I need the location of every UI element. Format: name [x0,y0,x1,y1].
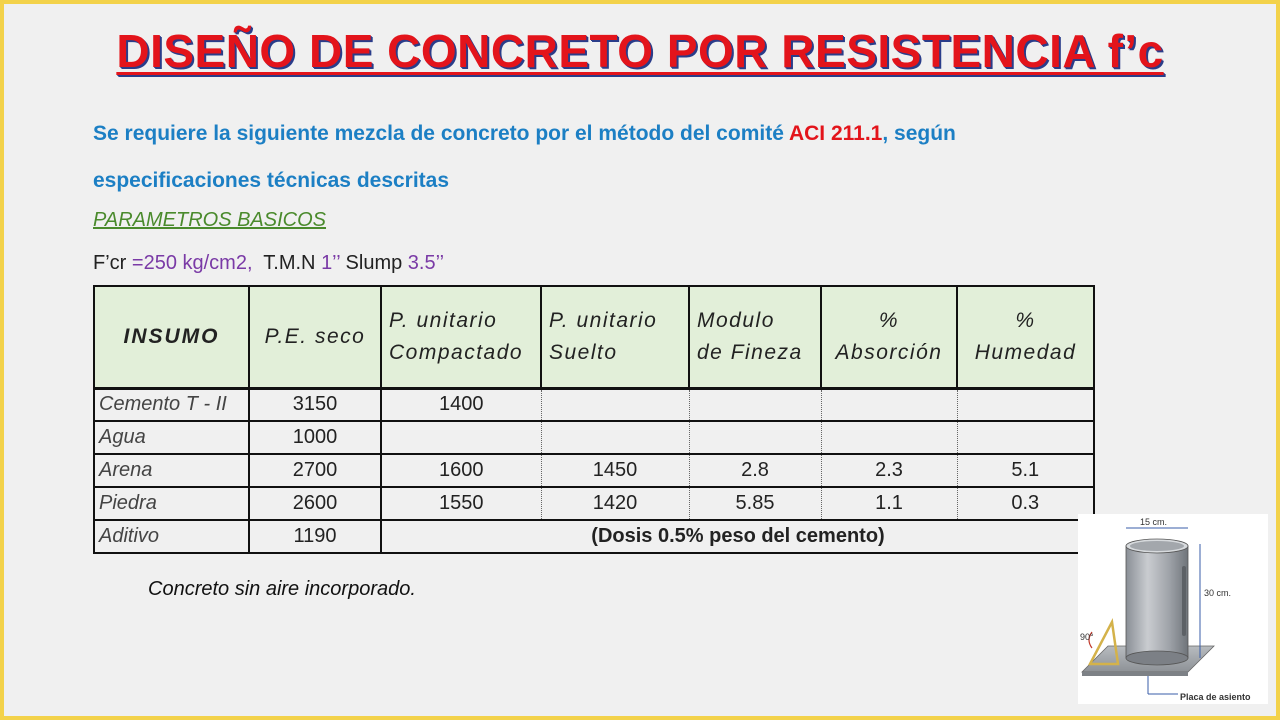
row-humedad: 0.3 [956,486,1095,521]
row-compactado: 1600 [380,453,542,488]
spec-line: F’cr =250 kg/cm2, T.M.N 1’’ Slump 3.5’’ [93,252,444,275]
table-row: Arena 2700 1600 1450 2.8 2.3 5.1 [93,453,1095,488]
header-pu-compactado: P. unitario Compactado [380,285,542,390]
row-humedad [956,420,1095,455]
row-compactado: 1550 [380,486,542,521]
row-name: Aditivo [93,519,250,554]
row-compactado [380,420,542,455]
tmn-value: 1’’ [321,252,340,274]
header-pu-suelto: P. unitario Suelto [540,285,690,390]
intro-text-after: , según especificaciones técnicas descri… [93,122,956,192]
header-humedad: % Humedad [956,285,1095,390]
row-pe: 1000 [248,420,382,455]
angle-arc [1088,631,1093,649]
table-row: Agua 1000 [93,420,1095,455]
slump-mold-illustration: 15 cm. 30 cm. 90° Placa de asiento [1078,514,1268,704]
table-header-row: INSUMO P.E. seco P. unitario Compactado P… [93,285,1095,390]
row-modulo: 2.8 [688,453,822,488]
params-heading: PARAMETROS BASICOS [93,209,327,231]
width-label: 15 cm. [1140,517,1167,527]
tmn-label: T.M.N [263,252,322,274]
intro-text-before: Se requiere la siguiente mezcla de concr… [93,122,789,145]
materials-table: INSUMO P.E. seco P. unitario Compactado P… [93,285,1095,554]
base-plate-edge [1082,672,1188,676]
slump-value: 3.5’’ [407,252,445,274]
row-suelto [540,420,690,455]
table-row: Cemento T - II 3150 1400 [93,387,1095,422]
row-absorcion: 2.3 [820,453,958,488]
cylinder-opening [1130,541,1184,551]
header-absorcion: % Absorción [820,285,958,390]
square-tool [1087,617,1120,666]
table-row-aditivo: Aditivo 1190 (Dosis 0.5% peso del cement… [93,519,1094,554]
row-pe: 3150 [248,387,382,422]
table-row: Piedra 2600 1550 1420 5.85 1.1 0.3 [93,486,1095,521]
header-pe-seco: P.E. seco [248,285,382,390]
header-insumo: INSUMO [93,285,250,390]
cylinder-body [1125,545,1189,659]
row-absorcion: 1.1 [820,486,958,521]
header-modulo-fineza: Modulo de Fineza [688,285,822,390]
row-suelto: 1450 [540,453,690,488]
slump-label: Slump [345,252,408,274]
row-pe: 2600 [248,486,382,521]
row-pe: 2700 [248,453,382,488]
aditivo-dose: (Dosis 0.5% peso del cemento) [380,519,1094,554]
handle-icon [1182,566,1186,636]
fcr-label: F’cr [93,252,132,274]
angle-label: 90° [1080,632,1094,642]
intro-aci-code: ACI 211.1 [788,122,883,145]
row-humedad: 5.1 [956,453,1095,488]
row-humedad [956,387,1095,422]
row-modulo: 5.85 [688,486,822,521]
row-compactado: 1400 [380,387,542,422]
cylinder-bottom [1125,650,1189,666]
height-label: 30 cm. [1204,588,1231,598]
row-name: Piedra [93,486,250,521]
row-name: Agua [93,420,250,455]
mold-drawing: 15 cm. 30 cm. 90° Placa de asiento [1080,517,1251,702]
row-modulo [688,387,822,422]
slide-title: DISEÑO DE CONCRETO POR RESISTENCIA f’c [116,25,1164,77]
row-modulo [688,420,822,455]
row-suelto: 1420 [540,486,690,521]
base-label: Placa de asiento [1180,692,1251,702]
intro-paragraph: Se requiere la siguiente mezcla de concr… [93,110,1093,204]
row-name: Cemento T - II [93,387,250,422]
fcr-value: =250 kg/cm2, [131,252,253,274]
note-text: Concreto sin aire incorporado. [148,578,416,600]
row-pe: 1190 [248,519,382,554]
row-absorcion [820,387,958,422]
row-absorcion [820,420,958,455]
row-suelto [540,387,690,422]
row-name: Arena [93,453,250,488]
